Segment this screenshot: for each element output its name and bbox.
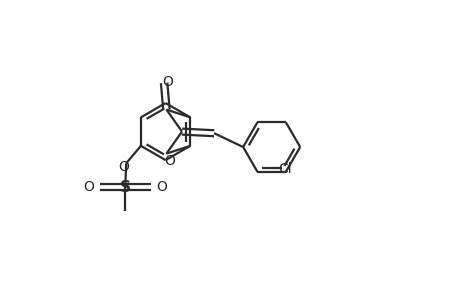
Text: S: S <box>119 180 130 195</box>
Text: O: O <box>156 180 167 194</box>
Text: O: O <box>162 74 173 88</box>
Text: O: O <box>163 154 174 167</box>
Text: Cl: Cl <box>278 162 291 176</box>
Text: O: O <box>83 180 94 194</box>
Text: O: O <box>118 160 129 174</box>
